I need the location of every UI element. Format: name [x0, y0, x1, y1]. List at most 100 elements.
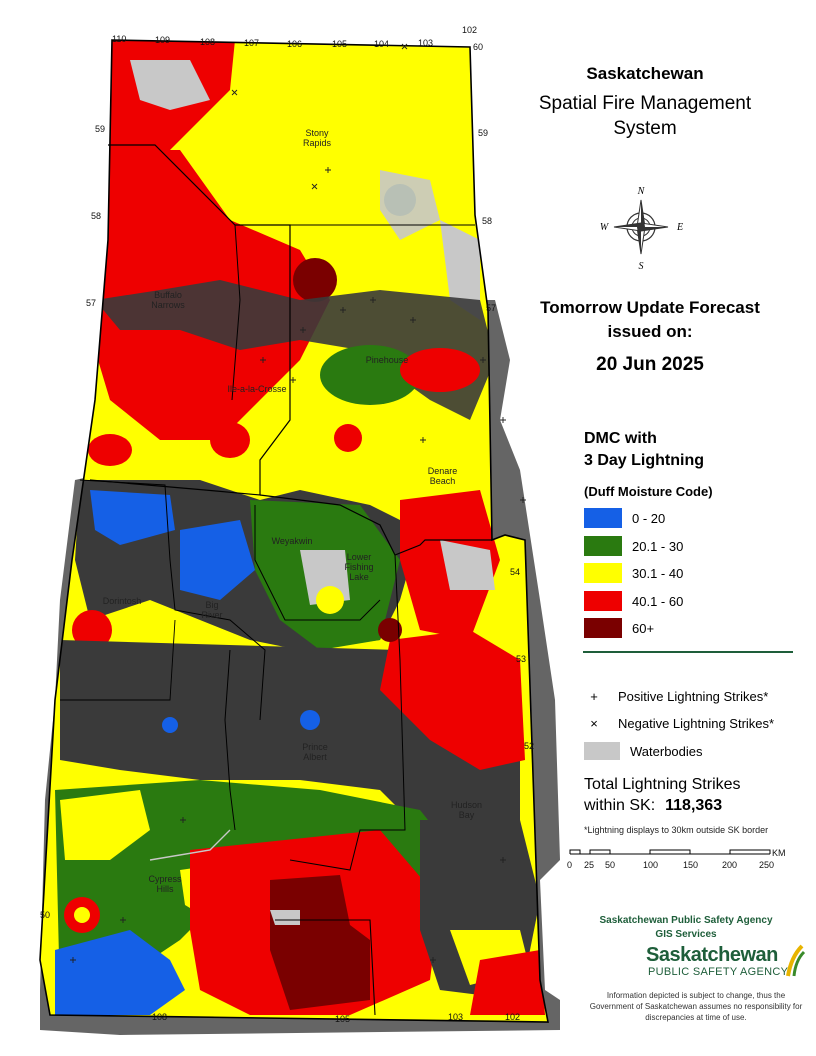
- legend-title: DMC with 3 Day Lightning: [584, 428, 704, 472]
- legend-class-label: 40.1 - 60: [632, 593, 684, 609]
- lon-109-label: 109: [155, 35, 171, 45]
- compass-rose-icon: N E S W: [596, 182, 686, 272]
- compass-w: W: [600, 222, 610, 233]
- lon-103-bottom-label: 103: [448, 1012, 464, 1022]
- legend-title-line-2: 3 Day Lightning: [584, 452, 704, 469]
- legend-class-row: 30.1 - 40: [584, 563, 683, 583]
- total-strikes-row: within SK: 118,363: [584, 797, 722, 815]
- forecast-heading: Tomorrow Update Forecast issued on:: [500, 296, 800, 344]
- lat-50-left-label: 50: [40, 910, 51, 920]
- place-stony-rapids: Stony Rapids: [302, 128, 331, 148]
- positive-strikes-label: Positive Lightning Strikes*: [618, 689, 769, 704]
- scale-unit: KM: [772, 848, 786, 858]
- subtitle-line-2: System: [613, 118, 677, 139]
- legend-class-row: 0 - 20: [584, 508, 665, 528]
- forecast-line-2: issued on:: [607, 322, 693, 341]
- legend-title-line-1: DMC with: [584, 430, 657, 447]
- lon-102-label: 102: [462, 25, 478, 35]
- lon-108-label: 108: [200, 37, 216, 47]
- lon-105-label: 105: [332, 39, 348, 49]
- legend-class-label: 20.1 - 30: [632, 538, 684, 554]
- legend-class-row: 60+: [584, 618, 654, 638]
- legend-swatch: [584, 591, 622, 611]
- lat-60-right-label: 60: [473, 42, 484, 52]
- lat-58-left-label: 58: [91, 211, 102, 221]
- wheat-sheaf-icon: [786, 944, 806, 977]
- fire-danger-map[interactable]: 110 109 108 107 106 105 104 103 102 59 5…: [0, 0, 560, 1056]
- legend-class-label: 0 - 20: [632, 510, 666, 526]
- forecast-line-1: Tomorrow Update Forecast: [540, 298, 760, 317]
- lat-53-right-label: 53: [516, 654, 527, 664]
- total-strikes-label: Total Lightning Strikes: [584, 776, 741, 793]
- legend-negative-strikes: × Negative Lightning Strikes*: [584, 716, 774, 731]
- compass-n: N: [637, 186, 646, 197]
- map-subtitle: Spatial Fire Management System: [500, 91, 790, 141]
- lat-58-right-label: 58: [482, 216, 493, 226]
- place-buffalo-narrows: Buffalo Narrows: [151, 290, 185, 310]
- lon-102-bottom-label: 102: [505, 1012, 521, 1022]
- scale-tick-150: 150: [683, 860, 699, 870]
- scale-bar: 0 25 50 100 150 200 250 KM: [566, 845, 796, 875]
- place-lower-fishing-lake: Lower Fishing Lake: [344, 552, 374, 582]
- map-title: Saskatchewan: [586, 64, 704, 83]
- place-dorintosh: Dorintosh: [102, 596, 142, 606]
- logo-sub: PUBLIC SAFETY AGENCY: [648, 966, 789, 978]
- place-hudson-bay: Hudson Bay: [450, 800, 483, 820]
- legend-waterbodies: Waterbodies: [584, 742, 703, 760]
- lon-108-bottom-label: 108: [152, 1012, 168, 1022]
- lon-104-label: 104: [374, 39, 390, 49]
- compass-e: E: [676, 222, 683, 233]
- lon-110-label: 110: [112, 34, 127, 44]
- legend-positive-strikes: + Positive Lightning Strikes*: [584, 689, 768, 704]
- legend-class-row: 40.1 - 60: [584, 591, 683, 611]
- scale-tick-250: 250: [759, 860, 775, 870]
- waterbodies-label: Waterbodies: [630, 743, 703, 759]
- place-pinehouse: Pinehouse: [365, 355, 409, 365]
- legend-divider: [583, 651, 793, 653]
- compass-s: S: [639, 261, 644, 272]
- logo-name: Saskatchewan: [646, 944, 778, 966]
- legend-subtitle: (Duff Moisture Code): [584, 484, 713, 499]
- cross-icon: ×: [590, 716, 598, 731]
- spsa-logo: Saskatchewan PUBLIC SAFETY AGENCY: [646, 944, 806, 984]
- lat-54-right-label: 54: [510, 567, 521, 577]
- disclaimer: Information depicted is subject to chang…: [589, 991, 803, 1022]
- agency-dept: GIS Services: [655, 929, 717, 940]
- lon-107-label: 107: [244, 38, 260, 48]
- scale-tick-100: 100: [643, 860, 659, 870]
- lon-105-bottom-label: 105: [335, 1014, 351, 1024]
- lat-52-right-label: 52: [524, 741, 535, 751]
- agency-name: Saskatchewan Public Safety Agency: [599, 915, 773, 926]
- scale-tick-50: 50: [605, 860, 616, 870]
- waterbody-swatch: [584, 742, 620, 760]
- place-cypress-hills: Cypress Hills: [148, 874, 182, 894]
- place-weyakwin: Weyakwin: [271, 536, 313, 546]
- total-strikes-count: 118,363: [665, 797, 723, 814]
- scale-tick-200: 200: [722, 860, 738, 870]
- lat-59-left-label: 59: [95, 124, 106, 134]
- legend-swatch: [584, 563, 622, 583]
- lat-57-right-label: 57: [486, 303, 497, 313]
- legend-swatch: [584, 536, 622, 556]
- legend-class-label: 60+: [632, 620, 655, 636]
- lat-57-left-label: 57: [86, 298, 97, 308]
- place-prince-albert: Prince Albert: [302, 742, 328, 762]
- subtitle-line-1: Spatial Fire Management: [538, 93, 752, 114]
- negative-strikes-label: Negative Lightning Strikes*: [618, 716, 775, 731]
- legend-class-label: 30.1 - 40: [632, 565, 684, 581]
- lon-106-label: 106: [287, 39, 303, 49]
- forecast-date: 20 Jun 2025: [596, 354, 704, 375]
- scale-tick-0: 0: [567, 860, 573, 870]
- total-strikes-within: within SK:: [584, 797, 656, 814]
- legend-swatch: [584, 618, 622, 638]
- place-big-river: Big River: [201, 600, 223, 620]
- lon-103-label: 103: [418, 38, 434, 48]
- legend-swatch: [584, 508, 622, 528]
- map-graphic: [39, 39, 560, 1035]
- plus-icon: +: [590, 689, 598, 704]
- legend-class-row: 20.1 - 30: [584, 536, 683, 556]
- place-denare-beach: Denare Beach: [427, 466, 458, 486]
- lightning-footnote: *Lightning displays to 30km outside SK b…: [584, 825, 769, 835]
- scale-tick-25: 25: [584, 860, 595, 870]
- lat-59-right-label: 59: [478, 128, 489, 138]
